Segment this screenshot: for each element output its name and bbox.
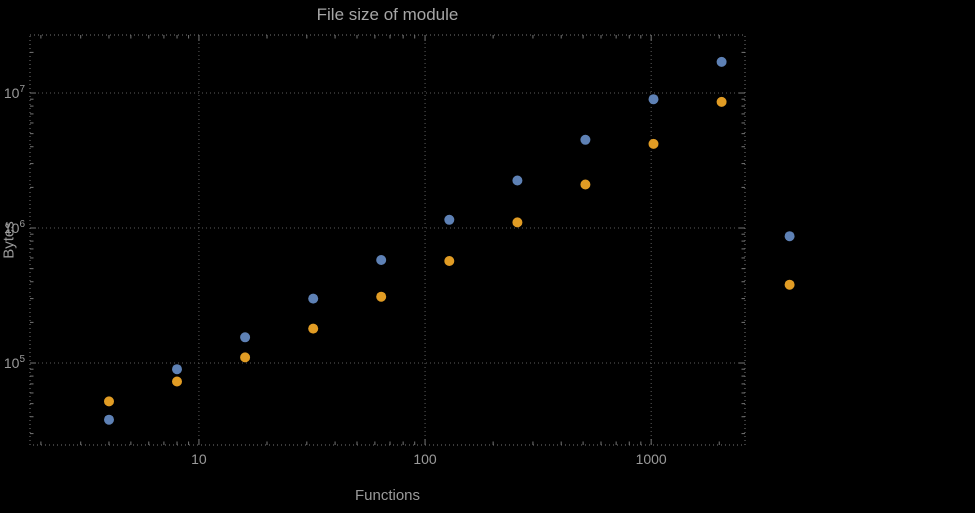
data-point-blue	[240, 332, 251, 343]
data-point-orange	[308, 323, 319, 334]
data-point-blue	[648, 94, 659, 105]
x-tick-label: 100	[413, 451, 437, 467]
chart-title: File size of module	[316, 5, 459, 24]
y-tick-label: 107	[4, 84, 26, 101]
y-tick-label: 105	[4, 354, 26, 371]
data-point-blue	[716, 56, 727, 67]
plot-frame	[29, 34, 746, 446]
data-point-orange	[444, 256, 455, 266]
x-tick-label: 1000	[636, 451, 667, 467]
data-point-blue	[172, 364, 182, 375]
x-axis-label: Functions	[354, 487, 421, 504]
data-point-orange	[172, 376, 182, 387]
data-point-blue	[308, 293, 319, 304]
data-point-orange	[580, 179, 591, 190]
data-point-orange	[376, 291, 387, 302]
data-point-blue	[512, 175, 523, 186]
data-point-blue	[376, 255, 387, 265]
data-point-orange	[648, 138, 659, 149]
data-point-orange	[512, 217, 523, 228]
data-point-blue	[444, 214, 455, 225]
data-point-orange	[716, 96, 727, 107]
data-point-blue	[784, 231, 795, 242]
data-point-blue	[580, 134, 591, 145]
data-point-orange	[240, 352, 251, 363]
data-point-blue	[104, 414, 114, 425]
data-point-orange	[784, 279, 795, 290]
x-tick-label: 10	[191, 451, 207, 467]
data-point-orange	[104, 396, 114, 407]
y-tick-label: 106	[4, 219, 26, 236]
